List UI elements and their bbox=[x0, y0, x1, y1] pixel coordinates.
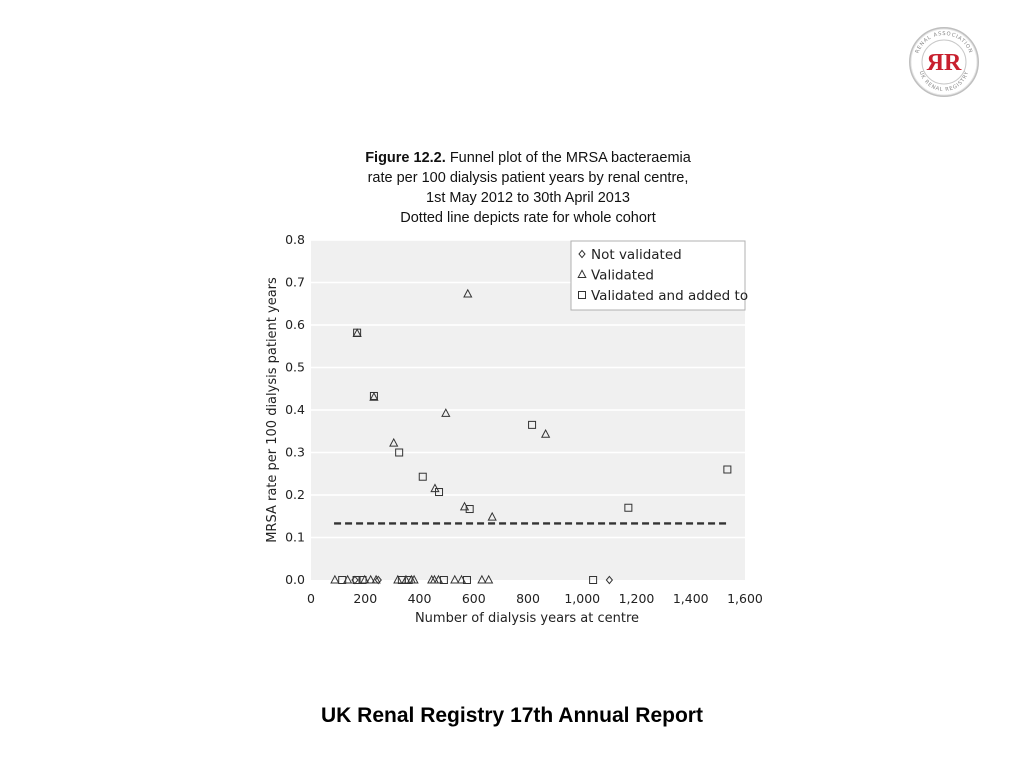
x-tick-label: 1,200 bbox=[619, 591, 655, 606]
triangle-point bbox=[441, 408, 451, 417]
x-tick-label: 800 bbox=[516, 591, 540, 606]
figure-label: Figure 12.2. bbox=[365, 150, 446, 166]
x-axis: 0 200 400 600 800 1,000 1,200 1,400 1,600 bbox=[307, 591, 763, 606]
y-axis-label: MRSA rate per 100 dialysis patient years bbox=[265, 277, 280, 543]
grid-lines bbox=[311, 239, 745, 539]
y-tick-label: 0.5 bbox=[285, 360, 305, 375]
y-tick-label: 0.3 bbox=[285, 445, 305, 460]
square-point bbox=[589, 576, 598, 584]
square-point bbox=[369, 391, 378, 400]
y-tick-label: 0.6 bbox=[285, 317, 305, 332]
y-tick-label: 0.7 bbox=[285, 275, 305, 290]
logo-monogram: ЯR bbox=[927, 50, 962, 76]
square-point bbox=[404, 576, 413, 584]
legend-square-icon bbox=[578, 291, 586, 299]
x-tick-label: 1,000 bbox=[564, 591, 600, 606]
y-tick-label: 0.2 bbox=[285, 487, 305, 502]
y-tick-label: 0.4 bbox=[285, 402, 305, 417]
square-point bbox=[465, 505, 474, 514]
x-tick-label: 0 bbox=[307, 591, 315, 606]
triangle-point bbox=[369, 391, 379, 401]
triangle-point bbox=[389, 437, 399, 447]
caption-line-3: 1st May 2012 to 30th April 2013 bbox=[426, 190, 630, 206]
triangle-point bbox=[366, 574, 376, 584]
diamond-point bbox=[605, 575, 614, 585]
renal-registry-logo: ЯR RENAL ASSOCIATION UK RENAL REGISTRY bbox=[909, 27, 979, 97]
y-tick-label: 0.8 bbox=[285, 232, 305, 247]
square-point bbox=[352, 576, 361, 584]
triangle-point bbox=[450, 574, 460, 584]
triangle-point bbox=[487, 511, 497, 521]
square-point bbox=[418, 472, 427, 481]
data-points bbox=[330, 288, 732, 585]
legend-diamond-icon bbox=[578, 249, 586, 259]
legend-entry-label: Validated and added to bbox=[591, 288, 748, 304]
square-point bbox=[338, 576, 347, 584]
square-point bbox=[528, 420, 537, 429]
legend-entry-label: Not validated bbox=[591, 247, 682, 263]
legend-triangle-icon bbox=[577, 269, 587, 278]
triangle-point bbox=[371, 574, 381, 584]
x-tick-label: 200 bbox=[353, 591, 377, 606]
triangle-point bbox=[484, 574, 494, 584]
x-tick-label: 1,600 bbox=[727, 591, 763, 606]
square-point bbox=[358, 576, 367, 584]
square-point bbox=[624, 503, 633, 512]
caption-line-4: Dotted line depicts rate for whole cohor… bbox=[400, 210, 656, 226]
square-point bbox=[435, 488, 444, 497]
caption-title: Funnel plot of the MRSA bacteraemia bbox=[449, 150, 691, 166]
legend: Not validated Validated Validated and adde… bbox=[570, 240, 748, 311]
caption-line-1: Figure 12.2. Funnel plot of the MRSA bac… bbox=[300, 148, 756, 168]
y-tick-label: 0.0 bbox=[285, 572, 305, 587]
square-point bbox=[723, 465, 732, 474]
triangle-point bbox=[330, 574, 340, 584]
x-tick-label: 600 bbox=[462, 591, 486, 606]
square-point bbox=[353, 328, 362, 337]
y-tick-label: 0.1 bbox=[285, 530, 305, 545]
x-tick-label: 400 bbox=[408, 591, 432, 606]
legend-box bbox=[570, 240, 746, 311]
caption-line-2: rate per 100 dialysis patient years by r… bbox=[367, 170, 689, 186]
report-title: UK Renal Registry 17th Annual Report bbox=[321, 704, 703, 727]
x-axis-label: Number of dialysis years at centre bbox=[415, 611, 639, 626]
y-axis: 0.0 0.1 0.2 0.3 0.4 0.5 0.6 0.7 0.8 bbox=[285, 232, 305, 587]
diamond-point bbox=[374, 575, 382, 585]
triangle-point bbox=[541, 428, 551, 438]
legend-entry-label: Validated bbox=[591, 268, 654, 284]
square-point bbox=[462, 576, 471, 584]
square-point bbox=[439, 576, 448, 584]
triangle-point bbox=[463, 288, 473, 298]
figure-caption: Figure 12.2. Funnel plot of the MRSA bac… bbox=[300, 148, 756, 228]
square-point bbox=[395, 448, 404, 457]
x-tick-label: 1,400 bbox=[673, 591, 709, 606]
triangle-point bbox=[393, 574, 403, 584]
triangle-point bbox=[477, 574, 487, 584]
